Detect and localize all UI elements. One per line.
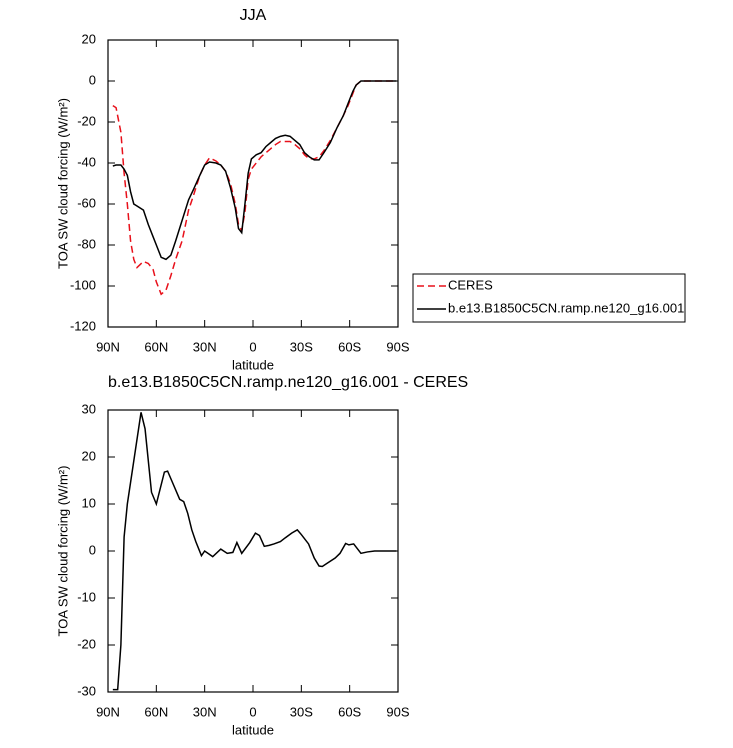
y-tick-label: -20 xyxy=(77,113,96,128)
y-tick-label: -40 xyxy=(77,154,96,169)
y-tick-label: 0 xyxy=(89,542,96,557)
y-tick-label: -60 xyxy=(77,195,96,210)
plot-frame xyxy=(107,39,399,328)
chart-title: JJA xyxy=(240,7,267,24)
x-tick-label: 60S xyxy=(338,339,361,354)
x-axis-label: latitude xyxy=(232,357,274,372)
y-tick-label: -80 xyxy=(77,236,96,251)
y-tick-label: -30 xyxy=(77,683,96,698)
legend-label: CERES xyxy=(448,277,493,292)
plot-frame xyxy=(107,409,399,693)
y-tick-label: -120 xyxy=(70,318,96,333)
data-line xyxy=(112,80,397,261)
x-tick-label: 60S xyxy=(338,704,361,719)
data-line xyxy=(112,412,397,691)
y-tick-label: 20 xyxy=(82,448,96,463)
x-tick-label: 0 xyxy=(249,339,256,354)
y-axis-label: TOA SW cloud forcing (W/m²) xyxy=(55,98,70,269)
x-tick-label: 60N xyxy=(144,339,168,354)
x-tick-label: 90N xyxy=(96,339,120,354)
x-axis-label: latitude xyxy=(232,722,274,737)
x-tick-label: 90S xyxy=(386,339,409,354)
x-tick-label: 30N xyxy=(193,704,217,719)
legend-box xyxy=(412,273,686,323)
x-tick-label: 30S xyxy=(290,339,313,354)
x-tick-label: 90S xyxy=(386,704,409,719)
y-tick-label: -100 xyxy=(70,277,96,292)
y-tick-label: 30 xyxy=(82,401,96,416)
x-tick-label: 90N xyxy=(96,704,120,719)
x-tick-label: 60N xyxy=(144,704,168,719)
y-tick-label: 0 xyxy=(89,72,96,87)
chart-title: b.e13.B1850C5CN.ramp.ne120_g16.001 - CER… xyxy=(108,374,468,391)
y-axis-label: TOA SW cloud forcing (W/m²) xyxy=(55,466,70,637)
y-tick-label: -10 xyxy=(77,589,96,604)
data-line xyxy=(112,80,397,296)
y-tick-label: 10 xyxy=(82,495,96,510)
x-tick-label: 30S xyxy=(290,704,313,719)
y-tick-label: -20 xyxy=(77,636,96,651)
legend-label: b.e13.B1850C5CN.ramp.ne120_g16.001 xyxy=(448,300,684,315)
x-tick-label: 30N xyxy=(193,339,217,354)
y-tick-label: 20 xyxy=(82,31,96,46)
x-tick-label: 0 xyxy=(249,704,256,719)
